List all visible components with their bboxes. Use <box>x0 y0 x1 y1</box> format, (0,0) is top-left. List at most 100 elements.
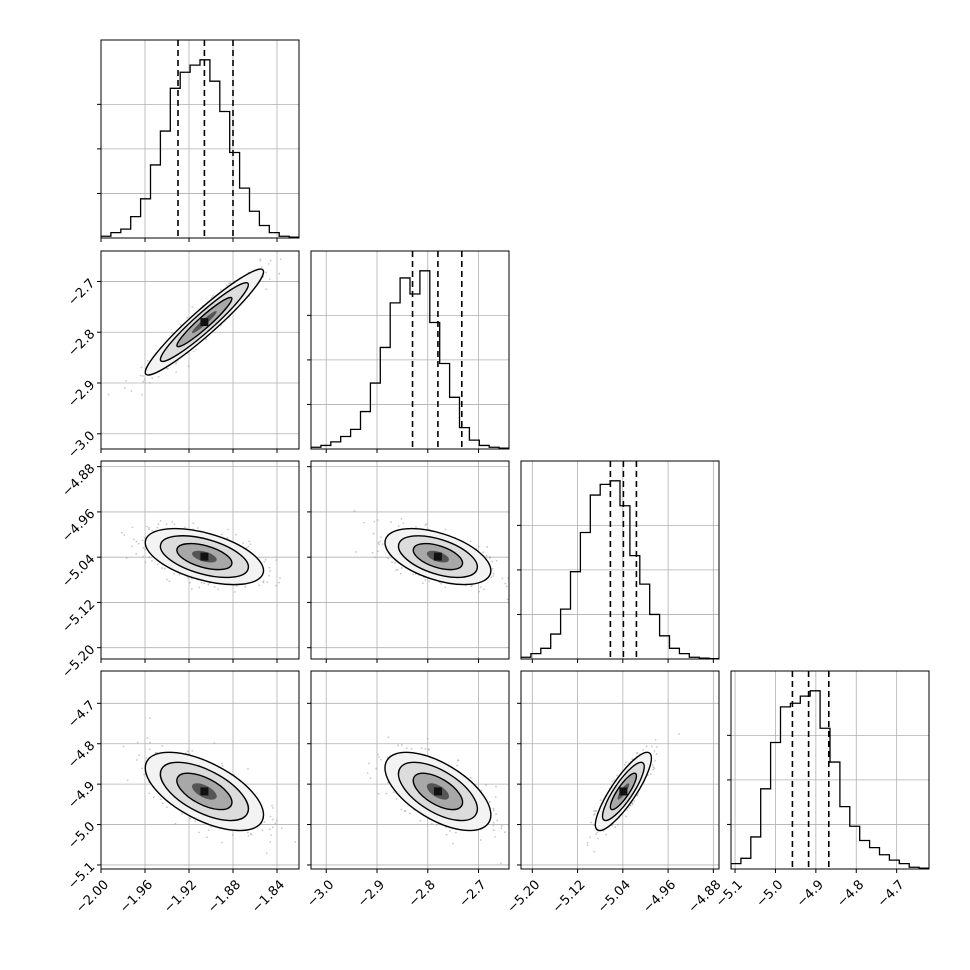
sample-point <box>385 792 388 795</box>
sample-point <box>174 822 177 825</box>
sample-point <box>369 777 372 779</box>
sample-point <box>268 278 271 281</box>
sample-point <box>510 814 512 816</box>
y-tick-label: −2.9 <box>65 378 98 411</box>
sample-point <box>427 748 430 751</box>
x-tick-label: −4.96 <box>640 877 679 916</box>
sample-point <box>263 560 266 563</box>
histogram-step-1 <box>311 270 509 449</box>
sample-point <box>270 834 273 837</box>
histogram-step-2 <box>521 480 719 659</box>
sample-point <box>504 831 506 833</box>
sample-point <box>290 241 292 243</box>
panel-frame <box>100 670 300 870</box>
x-tick-label: −4.9 <box>794 877 827 910</box>
sample-point <box>225 284 228 287</box>
sample-point <box>653 759 656 762</box>
sample-point <box>478 590 480 593</box>
sample-point <box>189 581 191 584</box>
sample-point <box>268 566 271 569</box>
sample-point <box>271 818 274 821</box>
sample-point <box>500 824 503 827</box>
sample-point <box>445 833 448 836</box>
sample-point <box>678 733 681 735</box>
sample-point <box>271 826 274 829</box>
sample-point <box>366 772 369 774</box>
sample-point <box>142 375 144 377</box>
sample-point <box>355 551 358 553</box>
sample-point <box>374 556 377 559</box>
sample-point <box>409 812 412 815</box>
sample-point <box>605 833 607 836</box>
sample-point <box>221 762 223 765</box>
sample-point <box>231 834 234 836</box>
sample-point <box>626 809 629 812</box>
y-tick-label: −4.8 <box>65 738 98 771</box>
sample-point <box>135 540 138 543</box>
x-tick-label: −1.84 <box>249 877 288 916</box>
sample-point <box>247 545 250 548</box>
sample-point <box>490 576 493 579</box>
sample-point <box>207 583 210 586</box>
grid-lines <box>100 461 299 659</box>
sample-point <box>263 820 266 823</box>
sample-point <box>492 821 495 824</box>
y-tick-label: −5.0 <box>65 819 98 852</box>
sample-point <box>636 752 639 755</box>
sample-point <box>259 259 262 262</box>
sample-point <box>653 767 656 770</box>
sample-point <box>261 829 264 832</box>
y-tick-label: −4.9 <box>65 779 98 812</box>
sample-point <box>226 537 229 539</box>
sample-point <box>143 378 146 381</box>
sample-point <box>175 361 178 364</box>
sample-point <box>132 538 135 541</box>
sample-point <box>135 552 138 555</box>
sample-point <box>379 540 382 543</box>
sample-point <box>613 779 616 782</box>
sample-point <box>213 585 216 588</box>
sample-point <box>492 807 495 810</box>
sample-point <box>395 569 398 572</box>
sample-point <box>586 842 589 844</box>
x-tick-label: −2.9 <box>355 877 388 910</box>
y-tick-label: −5.12 <box>60 597 99 636</box>
sample-point <box>495 813 497 815</box>
sample-point <box>159 798 162 801</box>
sample-point <box>373 520 376 523</box>
sample-point <box>510 580 512 582</box>
sample-point <box>258 584 261 587</box>
sample-point <box>137 542 140 545</box>
sample-point <box>500 827 503 829</box>
sample-point <box>469 776 472 779</box>
sample-point <box>247 768 249 770</box>
sample-point <box>586 844 589 847</box>
sample-point <box>142 546 145 549</box>
sample-point <box>469 540 472 543</box>
sample-point <box>159 520 162 522</box>
sample-point <box>161 802 164 805</box>
sample-point <box>440 582 443 585</box>
sample-point <box>220 841 223 844</box>
sample-point <box>372 532 375 535</box>
sample-point <box>227 528 230 531</box>
sample-point <box>234 591 236 593</box>
x-tick-label: −5.0 <box>754 877 787 910</box>
panel-frame <box>100 39 300 239</box>
sample-point <box>163 567 166 570</box>
x-tick-label: −1.96 <box>117 877 156 916</box>
sample-point <box>655 753 658 756</box>
sample-point <box>123 534 126 536</box>
sample-point <box>107 393 110 396</box>
sample-point <box>200 581 203 584</box>
sample-point <box>186 750 189 753</box>
sample-point <box>368 762 371 765</box>
x-tick-label: −2.7 <box>457 877 490 910</box>
sample-point <box>152 796 155 799</box>
sample-point <box>421 582 424 584</box>
sample-point <box>492 809 495 812</box>
sample-point <box>394 561 397 564</box>
sample-point <box>151 377 154 379</box>
sample-point <box>141 393 143 396</box>
